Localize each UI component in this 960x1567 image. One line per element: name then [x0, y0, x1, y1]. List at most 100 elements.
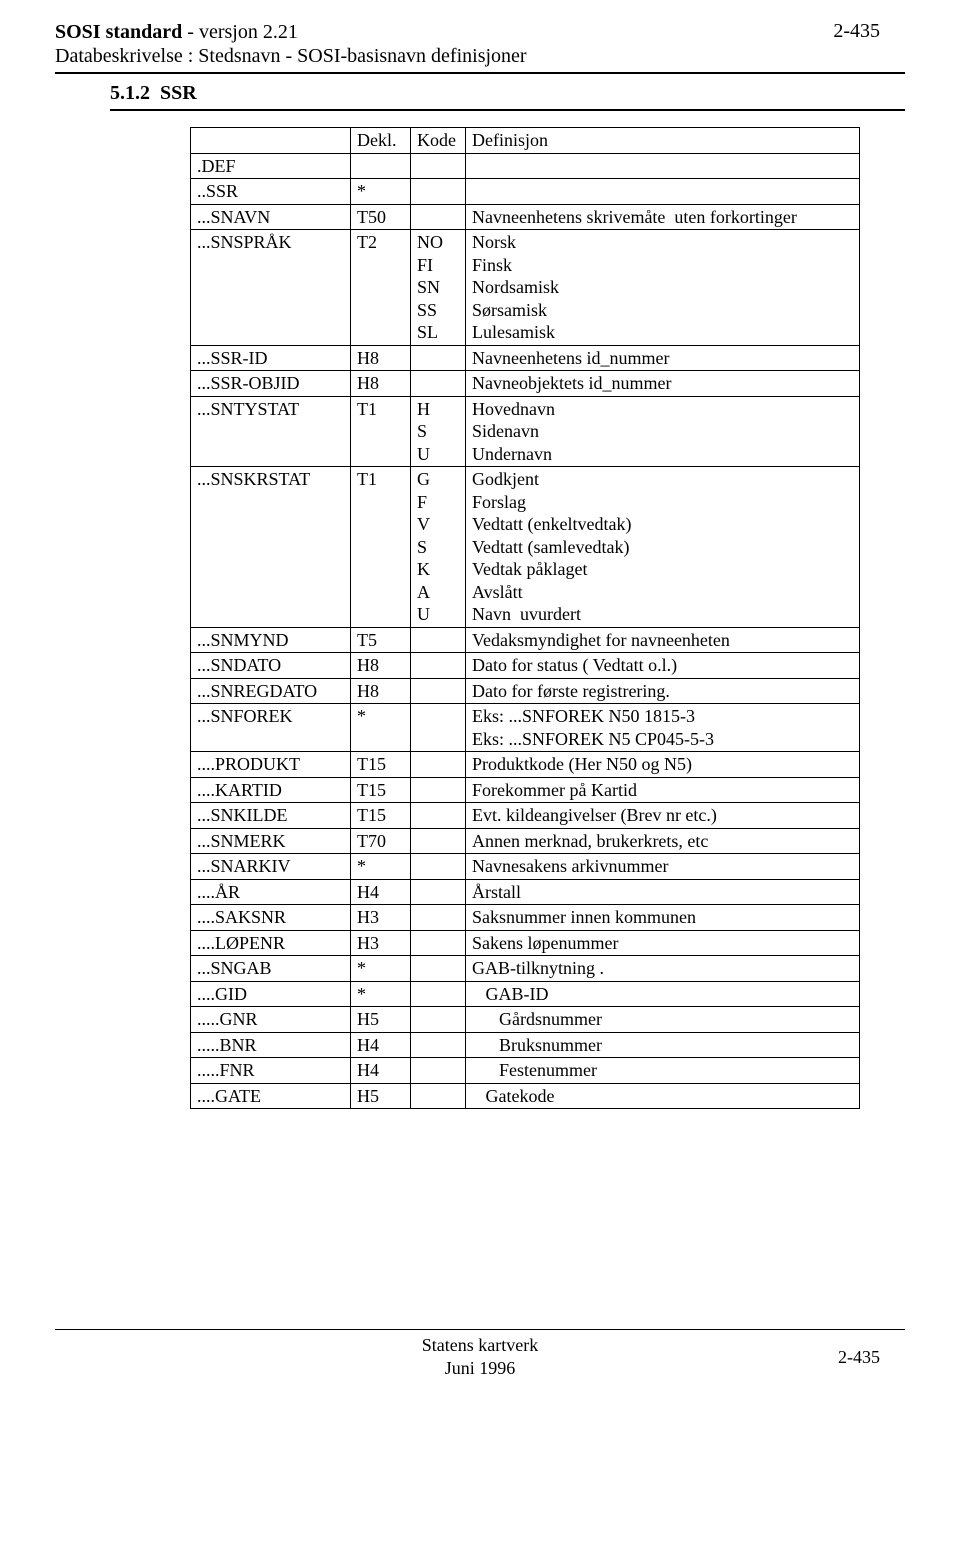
cell-definisjon: Bruksnummer — [466, 1032, 860, 1058]
cell-name: ....KARTID — [191, 777, 351, 803]
cell-kode — [411, 678, 466, 704]
table-row: ...SSR-OBJIDH8Navneobjektets id_nummer — [191, 371, 860, 397]
cell-name: ...SNAVN — [191, 204, 351, 230]
cell-definisjon: Saksnummer innen kommunen — [466, 905, 860, 931]
cell-kode — [411, 1058, 466, 1084]
table-row: ...SNTYSTATT1HSUHovednavnSidenavnUnderna… — [191, 396, 860, 467]
cell-dekl: T2 — [351, 230, 411, 346]
cell-name: ...SNSPRÅK — [191, 230, 351, 346]
cell-dekl: T5 — [351, 627, 411, 653]
cell-name: .....GNR — [191, 1007, 351, 1033]
table-row: ...SNFOREK*Eks: ...SNFOREK N50 1815-3Eks… — [191, 704, 860, 752]
cell-kode — [411, 179, 466, 205]
cell-name: ...SNGAB — [191, 956, 351, 982]
cell-kode — [411, 345, 466, 371]
cell-dekl: * — [351, 956, 411, 982]
header-rule — [55, 72, 905, 74]
cell-kode — [411, 627, 466, 653]
cell-name: .DEF — [191, 153, 351, 179]
cell-kode — [411, 854, 466, 880]
header-line1: SOSI standard - versjon 2.21 — [55, 20, 905, 44]
cell-name: ...SNARKIV — [191, 854, 351, 880]
th-c2: Dekl. — [351, 128, 411, 154]
section-header: 5.1.2 SSR — [110, 82, 905, 105]
cell-dekl: T70 — [351, 828, 411, 854]
table-row: ...SNREGDATOH8Dato for første registreri… — [191, 678, 860, 704]
cell-name: ...SNSKRSTAT — [191, 467, 351, 628]
cell-definisjon — [466, 153, 860, 179]
cell-dekl: H3 — [351, 905, 411, 931]
cell-definisjon: Årstall — [466, 879, 860, 905]
cell-name: ...SSR-ID — [191, 345, 351, 371]
table-row: ...SNMERKT70 Annen merknad, brukerkrets, … — [191, 828, 860, 854]
table-row: ...SNSKRSTATT1GFVSKAUGodkjentForslagVedt… — [191, 467, 860, 628]
table-row: .....BNRH4 Bruksnummer — [191, 1032, 860, 1058]
cell-dekl: * — [351, 179, 411, 205]
table-row: .....GNRH5 Gårdsnummer — [191, 1007, 860, 1033]
cell-definisjon: NorskFinskNordsamiskSørsamiskLulesamisk — [466, 230, 860, 346]
footer-center: Statens kartverk Juni 1996 — [55, 1334, 905, 1379]
cell-name: ...SNMYND — [191, 627, 351, 653]
footer-rule — [55, 1329, 905, 1330]
cell-kode — [411, 828, 466, 854]
cell-definisjon: Sakens løpenummer — [466, 930, 860, 956]
table-row: ...SNSPRÅKT2NOFISNSSSLNorskFinskNordsami… — [191, 230, 860, 346]
cell-kode — [411, 777, 466, 803]
cell-dekl: T1 — [351, 467, 411, 628]
cell-dekl: H5 — [351, 1083, 411, 1109]
cell-definisjon: Produktkode (Her N50 og N5) — [466, 752, 860, 778]
cell-dekl: T15 — [351, 803, 411, 829]
cell-kode — [411, 930, 466, 956]
cell-kode — [411, 803, 466, 829]
cell-name: ...SNREGDATO — [191, 678, 351, 704]
cell-kode — [411, 204, 466, 230]
cell-name: ....GATE — [191, 1083, 351, 1109]
cell-name: ...SNFOREK — [191, 704, 351, 752]
cell-kode: HSU — [411, 396, 466, 467]
table-row: .DEF — [191, 153, 860, 179]
doc-title-bold: SOSI standard — [55, 21, 182, 43]
table-row: ...SNKILDET15Evt. kildeangivelser (Brev … — [191, 803, 860, 829]
cell-kode — [411, 653, 466, 679]
footer-org: Statens kartverk — [55, 1334, 905, 1357]
cell-definisjon: GAB-ID — [466, 981, 860, 1007]
cell-dekl: H4 — [351, 879, 411, 905]
table-row: ...SNARKIV*Navnesakens arkivnummer — [191, 854, 860, 880]
cell-kode — [411, 879, 466, 905]
cell-definisjon: GAB-tilknytning . — [466, 956, 860, 982]
cell-dekl: H5 — [351, 1007, 411, 1033]
cell-definisjon: Dato for status ( Vedtatt o.l.) — [466, 653, 860, 679]
cell-kode — [411, 1007, 466, 1033]
cell-dekl: T1 — [351, 396, 411, 467]
cell-dekl: T15 — [351, 777, 411, 803]
cell-dekl — [351, 153, 411, 179]
section-number: 5.1.2 — [110, 82, 150, 104]
cell-dekl: H3 — [351, 930, 411, 956]
cell-name: ...SNKILDE — [191, 803, 351, 829]
cell-kode: NOFISNSSSL — [411, 230, 466, 346]
cell-name: .....FNR — [191, 1058, 351, 1084]
table-row: ...SNDATOH8Dato for status ( Vedtatt o.l… — [191, 653, 860, 679]
cell-definisjon — [466, 179, 860, 205]
header-subtitle: Databeskrivelse : Stedsnavn - SOSI-basis… — [55, 44, 905, 68]
cell-definisjon: Eks: ...SNFOREK N50 1815-3Eks: ...SNFORE… — [466, 704, 860, 752]
footer: Statens kartverk Juni 1996 2-435 — [55, 1329, 905, 1379]
cell-definisjon: Annen merknad, brukerkrets, etc — [466, 828, 860, 854]
section-rule — [110, 109, 905, 111]
cell-definisjon: Forekommer på Kartid — [466, 777, 860, 803]
cell-kode — [411, 1083, 466, 1109]
cell-definisjon: Navneenhetens id_nummer — [466, 345, 860, 371]
cell-definisjon: Vedaksmyndighet for navneenheten — [466, 627, 860, 653]
cell-name: ....LØPENR — [191, 930, 351, 956]
cell-kode — [411, 956, 466, 982]
cell-name: ...SNMERK — [191, 828, 351, 854]
cell-name: ....ÅR — [191, 879, 351, 905]
cell-kode — [411, 752, 466, 778]
table-row: ...SSR-IDH8Navneenhetens id_nummer — [191, 345, 860, 371]
cell-dekl: H4 — [351, 1032, 411, 1058]
cell-dekl: T15 — [351, 752, 411, 778]
footer-page-number: 2-435 — [838, 1347, 880, 1368]
page: SOSI standard - versjon 2.21 2-435 Datab… — [0, 0, 960, 1399]
cell-name: ...SSR-OBJID — [191, 371, 351, 397]
table-row: ....SAKSNRH3Saksnummer innen kommunen — [191, 905, 860, 931]
